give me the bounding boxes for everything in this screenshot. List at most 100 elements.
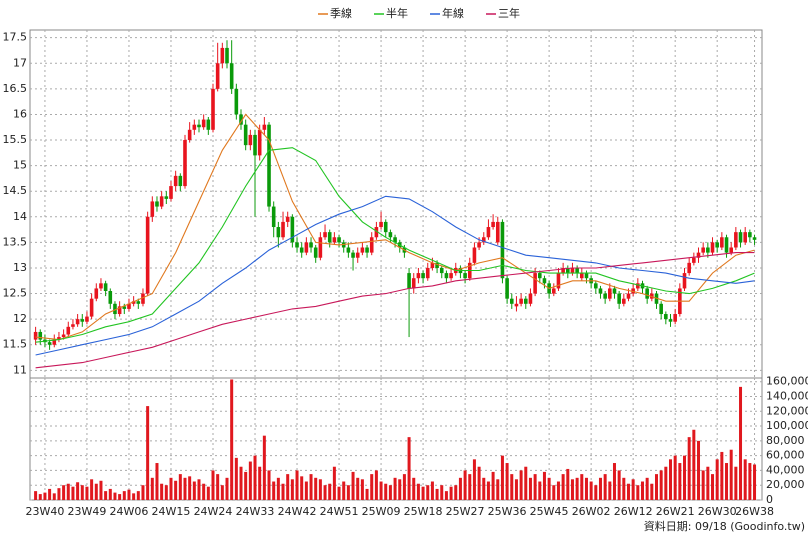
candle-body — [710, 242, 715, 253]
x-tick-label: 24W42 — [278, 505, 317, 518]
volume-bar — [538, 481, 542, 500]
volume-bar — [188, 476, 192, 500]
volume-bar — [332, 466, 336, 500]
candle-body — [33, 331, 38, 340]
volume-bar — [38, 494, 42, 500]
candle-body — [136, 301, 141, 304]
y-tick-label: 16.5 — [3, 82, 28, 95]
x-tick-label: 25W36 — [488, 505, 527, 518]
candle-body — [75, 319, 80, 325]
y-tick-label: 13 — [13, 261, 27, 274]
volume-bar — [505, 463, 509, 500]
volume-bar — [183, 477, 187, 500]
volume-bar — [127, 489, 131, 500]
candle-body — [365, 247, 369, 253]
volume-bar — [244, 471, 248, 500]
y2-tick-label: 80,000 — [766, 434, 805, 447]
volume-bar — [739, 386, 743, 500]
volume-bar — [617, 470, 621, 500]
candle-body — [645, 288, 649, 299]
volume-bar — [262, 435, 266, 500]
volume-bar — [141, 485, 145, 500]
volume-bar — [626, 483, 630, 500]
candle-body — [495, 221, 500, 243]
volume-bar — [48, 488, 52, 500]
volume-bar — [612, 463, 616, 500]
volume-bar — [706, 466, 710, 500]
volume-bar — [360, 479, 364, 500]
volume-bar — [734, 466, 738, 500]
candle-body — [509, 298, 514, 304]
volume-bar — [239, 466, 243, 500]
candle-body — [463, 273, 467, 279]
candle-body — [570, 267, 575, 274]
volume-bar — [356, 477, 360, 500]
candle-body — [234, 88, 239, 115]
candle-body — [668, 319, 673, 322]
volume-bar — [150, 477, 154, 500]
volume-bar — [202, 483, 206, 500]
volume-bar — [426, 485, 430, 500]
y2-tick-label: 120,000 — [766, 404, 808, 417]
candle-body — [355, 252, 360, 258]
volume-bar — [192, 481, 196, 500]
candle-body — [636, 283, 640, 289]
volume-bar — [104, 491, 108, 500]
volume-bar — [108, 488, 112, 500]
volume-bar — [683, 455, 687, 500]
candle-body — [738, 232, 743, 243]
volume-bar — [500, 455, 504, 500]
volume-bar — [725, 463, 729, 500]
volume-bar — [393, 477, 397, 500]
volume-bar — [570, 479, 574, 500]
volume-bar — [421, 486, 425, 500]
candle-body — [500, 221, 505, 279]
candle-body — [687, 262, 691, 274]
volume-bar — [384, 483, 388, 500]
volume-bar — [753, 464, 757, 500]
y-tick-label: 12.5 — [3, 287, 28, 300]
candle-body — [421, 273, 425, 279]
candle-body — [612, 288, 617, 294]
volume-bar — [99, 480, 103, 500]
candle-body — [701, 247, 705, 253]
candle-body — [89, 298, 94, 317]
candle-body — [248, 134, 253, 146]
volume-bar — [468, 474, 472, 500]
volume-bar — [374, 470, 378, 500]
candle-body — [561, 267, 565, 274]
candle-body — [127, 303, 131, 309]
candle-body — [379, 221, 383, 228]
volume-bar — [645, 477, 649, 500]
candle-body — [430, 262, 435, 268]
y-tick-label: 17.5 — [3, 31, 28, 44]
candle-body — [752, 237, 757, 240]
volume-bar — [594, 485, 598, 500]
volume-bar — [748, 463, 752, 500]
candle-body — [131, 301, 136, 304]
candle-body — [61, 334, 66, 338]
x-tick-label: 26W21 — [656, 505, 695, 518]
volume-bar — [580, 474, 584, 500]
volume-bar — [174, 480, 178, 500]
candle-body — [183, 140, 187, 187]
candle-body — [720, 237, 724, 248]
y-tick-label: 15.5 — [3, 133, 28, 146]
volume-bar — [659, 470, 663, 500]
candle-body — [551, 288, 556, 294]
volume-bar — [430, 481, 434, 500]
x-tick-label: 26W30 — [698, 505, 737, 518]
candle-body — [598, 288, 603, 294]
candle-body — [71, 324, 75, 327]
candle-body — [327, 232, 332, 243]
volume-bar — [132, 493, 136, 500]
volume-bar — [197, 479, 201, 500]
candle-body — [299, 247, 304, 253]
volume-bar — [715, 459, 719, 500]
candle-body — [486, 227, 491, 238]
candle-body — [580, 273, 584, 279]
candle-body — [318, 237, 323, 258]
candle-body — [472, 247, 477, 263]
candle-body — [575, 267, 579, 274]
volume-bar — [146, 406, 150, 500]
